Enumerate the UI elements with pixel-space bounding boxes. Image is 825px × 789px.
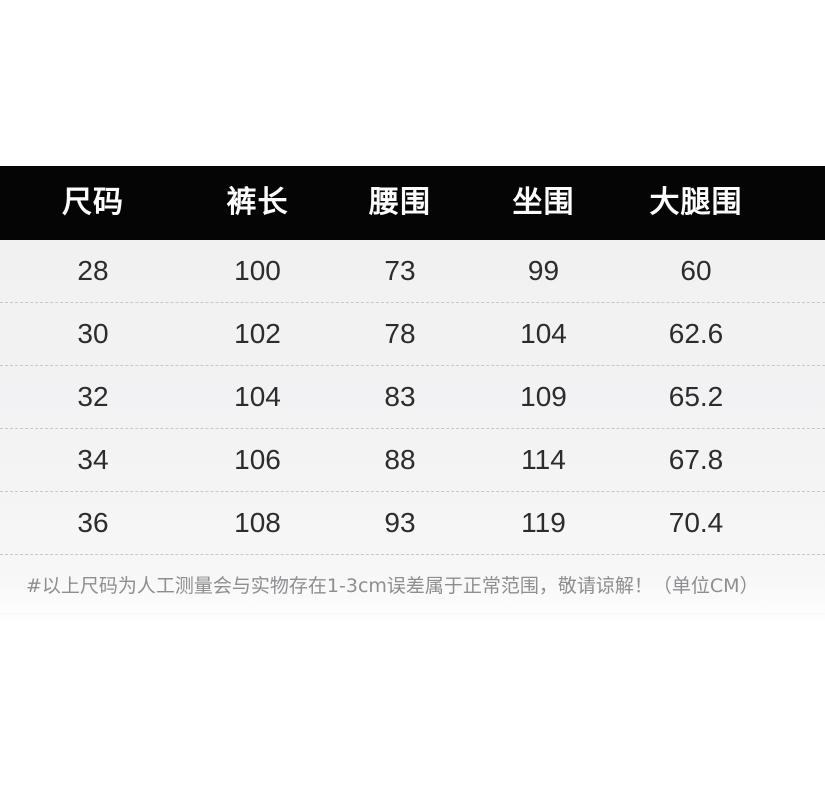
cell-size: 30	[77, 318, 109, 349]
cell-pant-length: 100	[234, 255, 281, 286]
table-row: 28 100 73 99 60	[0, 240, 825, 303]
cell-thigh: 60	[680, 255, 712, 286]
cell-size: 28	[77, 255, 109, 286]
cell-size: 36	[77, 507, 109, 538]
cell-pant-length: 106	[234, 444, 281, 475]
table-row: 32 104 83 109 65.2	[0, 366, 825, 429]
panel-bottom-fade	[0, 613, 825, 621]
table-row: 34 106 88 114 67.8	[0, 429, 825, 492]
cell-hip: 114	[521, 444, 566, 475]
cell-hip: 104	[520, 318, 567, 349]
cell-hip: 109	[520, 381, 567, 412]
cell-thigh: 67.8	[668, 444, 724, 475]
cell-waist: 88	[384, 444, 416, 475]
measurement-disclaimer-note: #以上尺码为人工测量会与实物存在1-3cm误差属于正常范围，敬请谅解！（单位CM…	[26, 574, 759, 597]
bottom-whitespace	[0, 621, 825, 781]
cell-waist: 73	[384, 255, 416, 286]
column-header-thigh: 大腿围	[649, 185, 743, 220]
cell-pant-length: 102	[234, 318, 281, 349]
cell-hip: 119	[521, 507, 566, 538]
column-header-waist: 腰围	[369, 185, 431, 220]
cell-thigh: 70.4	[668, 507, 724, 538]
column-header-size: 尺码	[62, 185, 124, 220]
cell-size: 34	[77, 444, 109, 475]
table-row: 30 102 78 104 62.6	[0, 303, 825, 366]
table-row: 36 108 93 119 70.4	[0, 492, 825, 555]
cell-size: 32	[77, 381, 109, 412]
cell-pant-length: 108	[234, 507, 281, 538]
cell-thigh: 65.2	[668, 381, 724, 412]
cell-waist: 78	[384, 318, 416, 349]
cell-waist: 93	[384, 507, 416, 538]
column-header-pant-length: 裤长	[226, 185, 289, 220]
cell-hip: 99	[527, 255, 560, 286]
top-whitespace	[0, 0, 825, 166]
cell-thigh: 62.6	[668, 318, 724, 349]
size-chart-body: 28 100 73 99 60 30 102 78 104 62.6 32 10…	[0, 240, 825, 621]
cell-pant-length: 104	[234, 381, 281, 412]
column-header-hip: 坐围	[512, 185, 575, 220]
size-chart-header-row: 尺码 裤长 腰围 坐围 大腿围	[0, 166, 825, 240]
cell-waist: 83	[384, 381, 416, 412]
